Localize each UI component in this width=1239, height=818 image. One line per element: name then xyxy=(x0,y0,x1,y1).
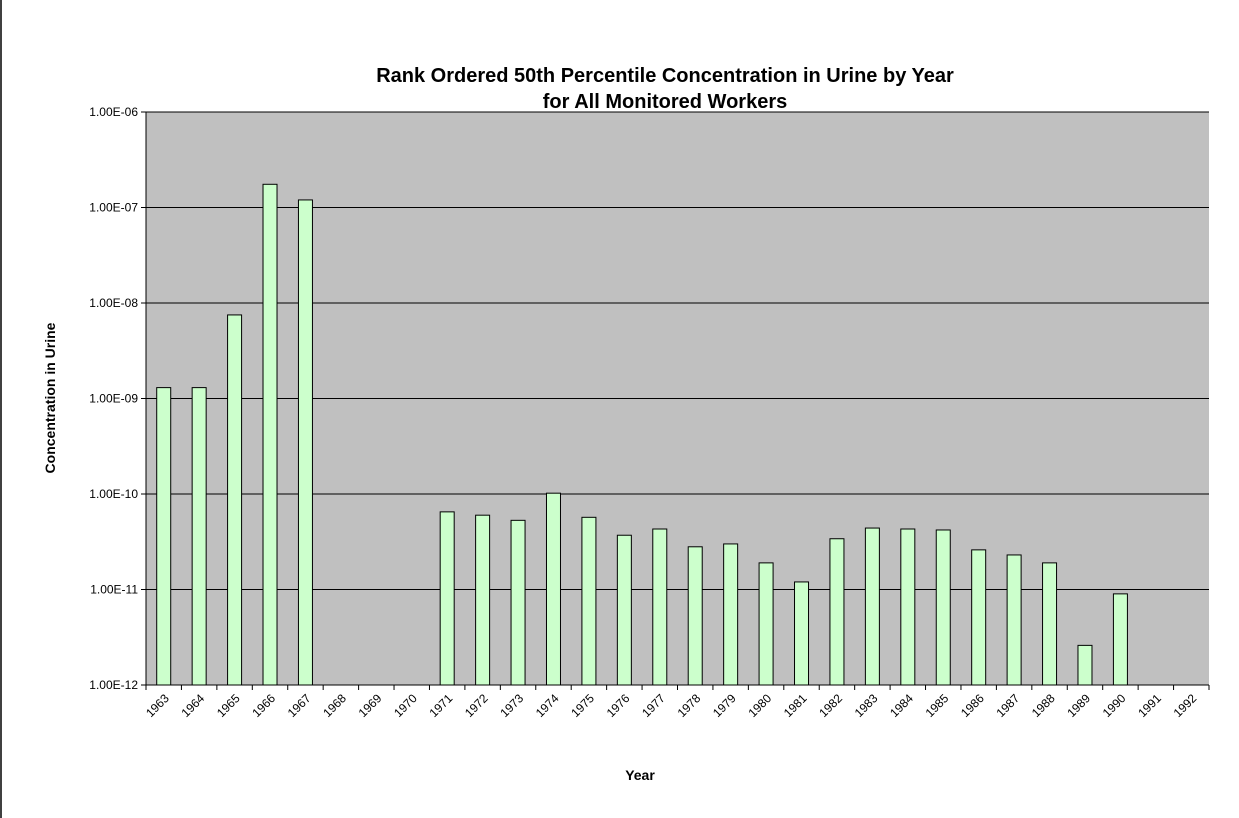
bar-1967 xyxy=(297,199,313,686)
bar-1981 xyxy=(794,581,810,686)
bar-1990 xyxy=(1112,593,1128,686)
y-tick-label: 1.00E-11 xyxy=(90,583,138,597)
x-axis-title: Year xyxy=(625,767,655,783)
bar-1976 xyxy=(616,534,632,686)
y-tick-label: 1.00E-10 xyxy=(89,487,138,501)
bar-1987 xyxy=(1006,554,1022,686)
bar-1980 xyxy=(758,562,774,686)
y-axis-title: Concentration in Urine xyxy=(42,322,58,473)
bar-1971 xyxy=(439,511,455,686)
bar-1989 xyxy=(1077,644,1093,686)
y-tick-label: 1.00E-09 xyxy=(89,392,138,406)
bar-1984 xyxy=(900,528,916,686)
chart-title-line-1: Rank Ordered 50th Percentile Concentrati… xyxy=(376,65,954,87)
bar-1972 xyxy=(475,514,491,686)
bar-1986 xyxy=(971,549,987,686)
y-tick-labels: 1.00E-12 1.00E-11 1.00E-10 1.00E-09 1.00E-08… xyxy=(89,105,138,692)
y-tick-label: 1.00E-06 xyxy=(89,105,138,119)
y-tick-label: 1.00E-12 xyxy=(89,678,138,692)
bar-1964 xyxy=(191,387,207,686)
bar-1975 xyxy=(581,516,597,686)
y-tick-label: 1.00E-07 xyxy=(89,201,138,215)
bar-1965 xyxy=(227,314,243,686)
bar-1985 xyxy=(935,529,951,686)
bar-1978 xyxy=(687,546,703,686)
bar-1966 xyxy=(262,183,278,686)
bar-1988 xyxy=(1042,562,1058,686)
y-tick-label: 1.00E-08 xyxy=(89,296,138,310)
bar-1977 xyxy=(652,528,668,686)
gridlines xyxy=(146,111,1209,590)
bar-1973 xyxy=(510,519,526,686)
bars xyxy=(156,183,1128,686)
bar-1963 xyxy=(156,387,172,686)
bar-1974 xyxy=(545,492,561,686)
bar-1983 xyxy=(864,527,880,686)
axes xyxy=(141,111,1210,690)
bar-1979 xyxy=(723,543,739,686)
bar-1982 xyxy=(829,538,845,686)
chart-title-line-2: for All Monitored Workers xyxy=(543,91,787,113)
